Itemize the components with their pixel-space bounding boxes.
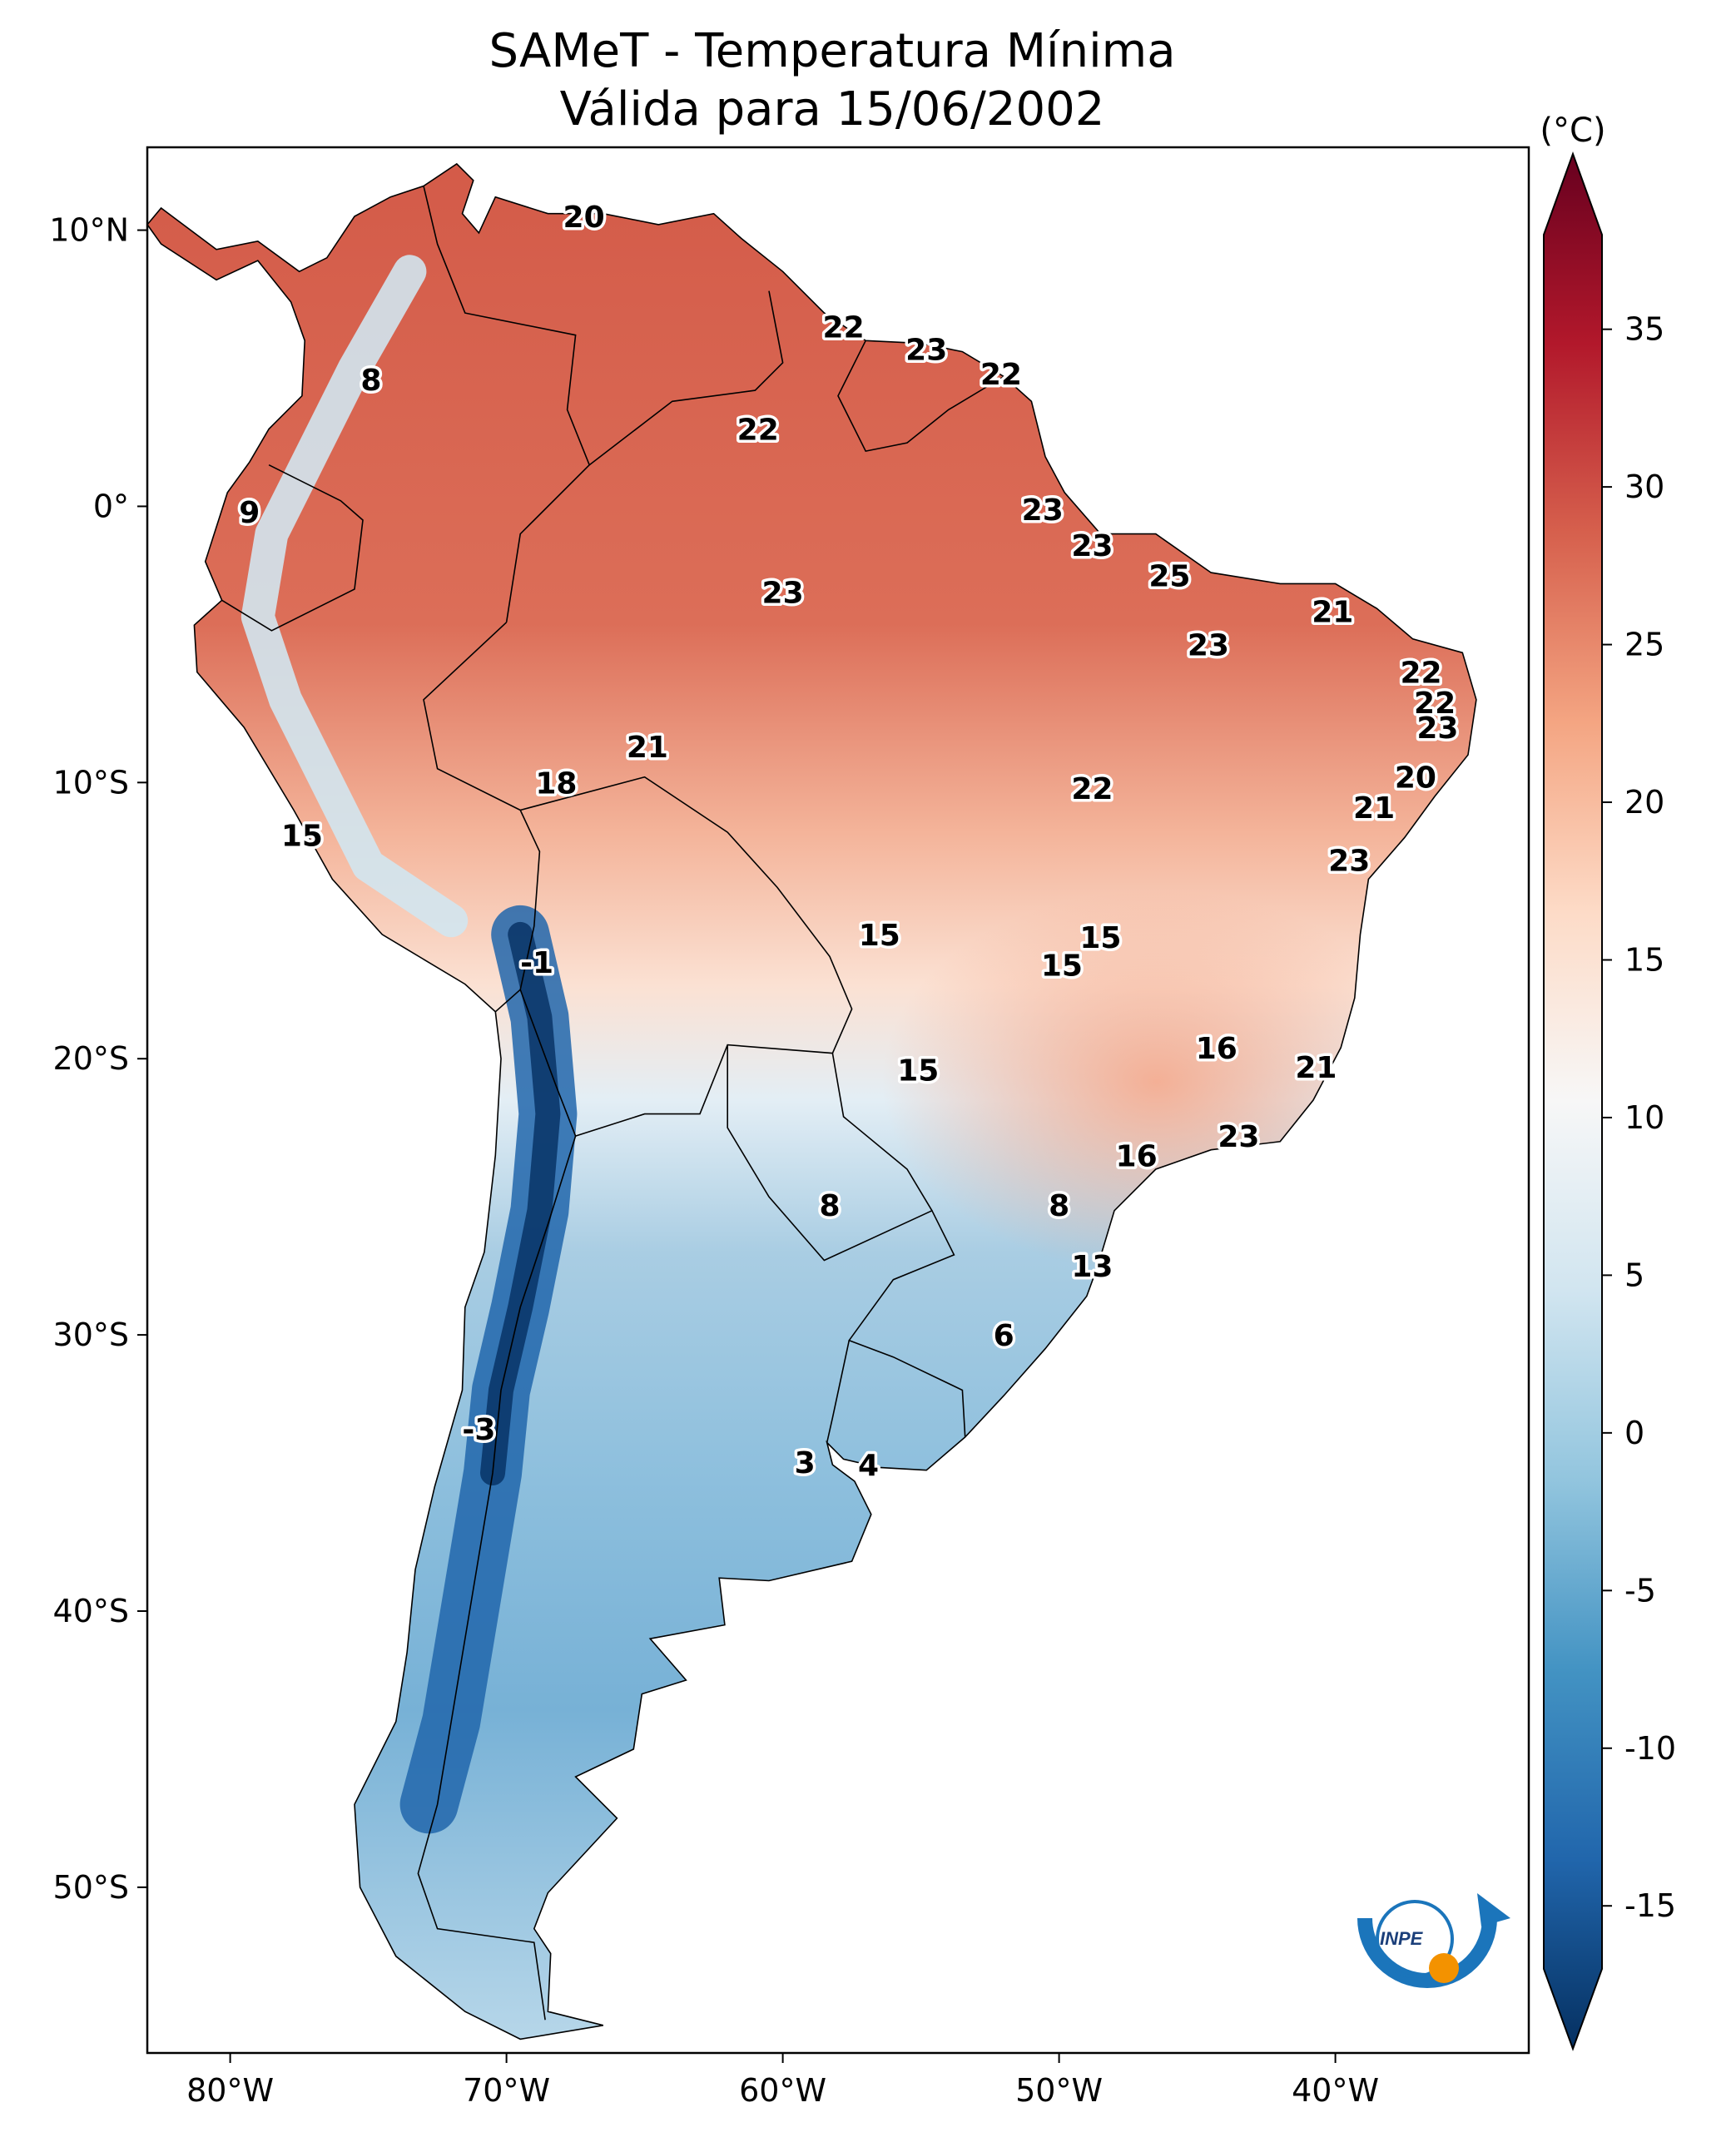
coastline xyxy=(146,162,1477,2040)
station-value-label: -3 xyxy=(462,1413,495,1447)
logo-arrow-icon xyxy=(1477,1893,1510,1926)
map-title: SAMeT - Temperatura Mínima Válida para 1… xyxy=(489,24,1175,136)
logo-inner-ring-icon xyxy=(1376,1900,1454,1978)
station-value-label: 13 xyxy=(1071,1250,1113,1284)
station-value-label: 23 xyxy=(905,333,947,367)
colorbar-tick-label: 20 xyxy=(1624,784,1664,821)
colorbar-tick-label: 0 xyxy=(1624,1415,1644,1451)
map-frame xyxy=(146,146,1530,2055)
station-value-label: 23 xyxy=(1188,628,1229,662)
station-value-label: 15 xyxy=(859,919,900,953)
logo-swoosh-icon xyxy=(1357,1917,1497,1988)
lon-tick-label: 70°W xyxy=(463,2072,550,2109)
station-value-label: 25 xyxy=(1148,559,1190,593)
colorbar-tick-label: -10 xyxy=(1624,1730,1676,1767)
border-line xyxy=(221,464,364,632)
station-value-label: 21 xyxy=(1353,791,1395,826)
station-value-label: 22 xyxy=(737,414,779,448)
station-value-label: 15 xyxy=(1041,949,1083,983)
station-value-label: 23 xyxy=(762,576,804,610)
station-value-label: 8 xyxy=(360,364,381,398)
colorbar-tick-label: -15 xyxy=(1624,1887,1676,1924)
station-value-label: 22 xyxy=(980,358,1022,392)
station-value-label: 22 xyxy=(1400,657,1441,691)
logo-text: INPE xyxy=(1380,1928,1424,1949)
colorbar-tick-label: 5 xyxy=(1624,1257,1644,1293)
station-value-label: 4 xyxy=(858,1449,879,1483)
title-line-1: SAMeT - Temperatura Mínima xyxy=(489,24,1175,78)
colorbar-tick-label: 10 xyxy=(1624,1099,1664,1136)
title-line-2: Válida para 15/06/2002 xyxy=(560,82,1105,136)
station-value-label: 23 xyxy=(1416,712,1458,746)
border-line xyxy=(826,1340,851,1443)
border-line xyxy=(423,186,591,622)
lon-tick-label: 80°W xyxy=(186,2072,274,2109)
colorbar-tick-label: 15 xyxy=(1624,941,1664,978)
lat-tick-label: 50°S xyxy=(53,1869,129,1906)
station-value-label: 15 xyxy=(897,1054,939,1088)
station-value-label: 21 xyxy=(1295,1051,1337,1085)
station-value-label: 8 xyxy=(1049,1189,1069,1223)
border-line xyxy=(588,290,784,466)
station-value-label: 16 xyxy=(1196,1032,1238,1066)
lat-tick-label: 20°S xyxy=(53,1040,129,1077)
station-value-label: 9 xyxy=(239,496,260,530)
colorbar-tick-label: -5 xyxy=(1624,1572,1656,1609)
station-value-label: 21 xyxy=(627,731,668,765)
lon-tick-label: 60°W xyxy=(739,2072,826,2109)
station-value-label: 20 xyxy=(1395,761,1436,796)
station-value-label: 21 xyxy=(1312,596,1353,630)
station-value-label: 22 xyxy=(823,311,865,345)
station-value-label: 20 xyxy=(563,201,605,235)
inpe-logo: INPE xyxy=(1357,1893,1510,1988)
colorbar-tick-label: 25 xyxy=(1624,627,1664,663)
station-value-label: 3 xyxy=(795,1446,816,1480)
station-value-label: 23 xyxy=(1071,529,1113,563)
border-line xyxy=(837,340,1004,453)
station-value-label: 23 xyxy=(1218,1120,1259,1154)
longitude-ticks: 80°W 70°W 60°W 50°W 40°W xyxy=(186,2053,1379,2109)
station-value-label: 23 xyxy=(1328,844,1370,878)
logo-orange-dot-icon xyxy=(1429,1953,1459,1983)
lat-tick-label: 0° xyxy=(93,488,129,524)
station-value-label: 16 xyxy=(1116,1139,1158,1173)
station-value-label: 15 xyxy=(281,819,323,853)
border-line xyxy=(423,622,541,1013)
station-value-label: 22 xyxy=(1071,772,1113,806)
lat-tick-label: 10°N xyxy=(49,212,129,249)
colorbar-tick-label: 35 xyxy=(1624,311,1664,348)
station-value-label: 18 xyxy=(535,766,577,801)
station-value-label: 22 xyxy=(1414,687,1456,721)
border-line xyxy=(417,1135,577,2021)
colorbar-body xyxy=(1543,151,1603,2051)
lon-tick-label: 40°W xyxy=(1292,2072,1379,2109)
border-line xyxy=(727,1044,934,1262)
latitude-ticks: 10°N 0° 10°S 20°S 30°S 40°S 50°S xyxy=(49,212,147,1906)
northern-andes-cool-band xyxy=(241,255,469,938)
station-value-label: 15 xyxy=(1079,921,1121,955)
lat-tick-label: 10°S xyxy=(53,764,129,801)
colorbar-ticks: 35 30 25 20 15 10 5 0 -5 -10 -15 xyxy=(1602,311,1676,1924)
station-value-label: 6 xyxy=(994,1319,1014,1353)
lat-tick-label: 40°S xyxy=(53,1593,129,1629)
lon-tick-label: 50°W xyxy=(1015,2072,1103,2109)
colorbar-tick-label: 30 xyxy=(1624,469,1664,505)
country-borders xyxy=(221,186,1004,2021)
colorbar-unit: (°C) xyxy=(1540,112,1605,150)
station-value-label: 23 xyxy=(1022,493,1064,528)
colorbar: (°C) 35 30 25 20 15 10 5 0 -5 -10 -15 xyxy=(1540,112,1676,2051)
lat-tick-label: 30°S xyxy=(53,1316,129,1353)
station-value-label: -1 xyxy=(520,946,553,980)
station-value-label: 8 xyxy=(819,1189,840,1223)
